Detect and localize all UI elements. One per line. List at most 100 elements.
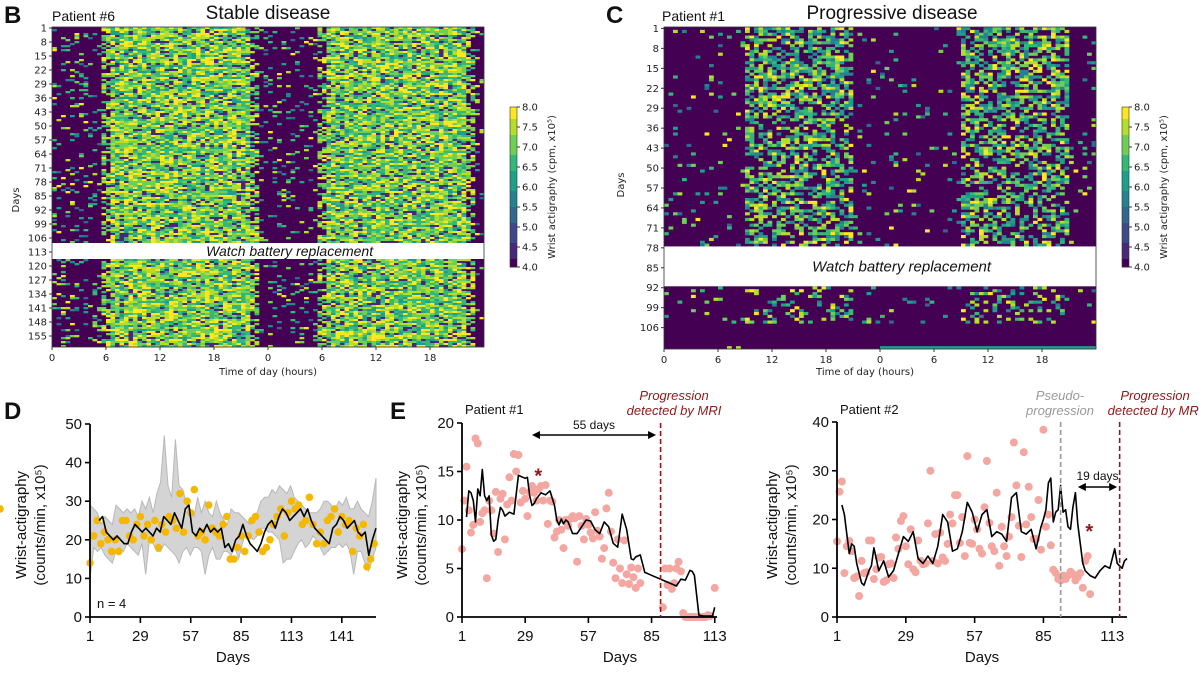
heatmap-cell <box>457 65 462 68</box>
heatmap-cell <box>425 79 431 82</box>
heatmap-cell <box>155 71 161 74</box>
heatmap-cell <box>182 33 188 36</box>
heatmap-cell <box>394 91 399 94</box>
heatmap-cell <box>124 87 129 90</box>
heatmap-cell <box>389 157 395 160</box>
heatmap-cell <box>214 39 219 42</box>
heatmap-cell <box>434 47 440 50</box>
heatmap-cell <box>83 85 89 88</box>
heatmap-cell <box>371 93 377 96</box>
heatmap-cell <box>416 51 422 54</box>
heatmap-cell <box>421 149 426 152</box>
heatmap-cell <box>398 85 404 88</box>
heatmap-cell <box>160 135 165 138</box>
heatmap-cell <box>142 167 147 170</box>
heatmap-cell <box>227 151 233 154</box>
heatmap-cell <box>155 63 161 66</box>
heatmap-cell <box>232 143 237 146</box>
heatmap-cell <box>101 157 107 160</box>
heatmap-cell <box>358 149 363 152</box>
heatmap-cell <box>389 51 395 54</box>
heatmap-cell <box>331 107 336 110</box>
heatmap-cell <box>155 105 161 108</box>
heatmap-cell <box>124 147 129 150</box>
heatmap-cell <box>101 29 107 32</box>
heatmap-cell <box>349 39 354 42</box>
heatmap-cell <box>214 109 219 112</box>
heatmap-cell <box>119 113 125 116</box>
heatmap-cell <box>173 33 179 36</box>
heatmap-cell <box>407 29 413 32</box>
heatmap-cell <box>380 59 386 62</box>
heatmap-cell <box>232 103 237 106</box>
heatmap-cell <box>137 107 143 110</box>
heatmap-cell <box>232 81 237 84</box>
heatmap-cell <box>439 63 444 66</box>
heatmap-cell <box>218 45 224 48</box>
heatmap-cell <box>119 97 125 100</box>
heatmap-cell <box>223 55 228 58</box>
heatmap-cell <box>362 105 368 108</box>
heatmap-cell <box>367 143 372 146</box>
heatmap-cell <box>434 101 440 104</box>
heatmap-cell <box>200 35 206 38</box>
heatmap-cell <box>448 61 453 64</box>
heatmap-cell <box>421 63 426 66</box>
heatmap-cell <box>218 115 224 118</box>
heatmap-cell <box>403 91 408 94</box>
heatmap-cell <box>196 43 201 46</box>
heatmap-cell <box>425 87 431 90</box>
heatmap-cell <box>155 41 161 44</box>
heatmap-cell <box>412 81 417 84</box>
heatmap-cell <box>353 69 359 72</box>
heatmap-cell <box>155 99 161 102</box>
heatmap-cell <box>398 59 404 62</box>
heatmap-cell <box>367 95 372 98</box>
heatmap-cell <box>254 91 260 94</box>
heatmap-cell <box>232 135 237 138</box>
heatmap-cell <box>389 127 395 130</box>
heatmap-cell <box>457 129 462 132</box>
heatmap-cell <box>133 109 138 112</box>
heatmap-cell <box>196 109 201 112</box>
heatmap-cell <box>412 27 417 30</box>
heatmap-cell <box>349 93 354 96</box>
heatmap-cell <box>479 129 485 132</box>
heatmap-cell <box>115 89 120 92</box>
heatmap-cell <box>394 47 399 50</box>
heatmap-cell <box>169 159 174 162</box>
heatmap-cell <box>331 117 336 120</box>
heatmap-cell <box>434 157 440 160</box>
heatmap-cell <box>128 45 134 48</box>
heatmap-cell <box>457 107 462 110</box>
heatmap-cell <box>119 129 125 132</box>
heatmap-cell <box>241 43 246 46</box>
heatmap-cell <box>322 139 327 142</box>
heatmap-cell <box>241 77 246 80</box>
heatmap-cell <box>434 149 440 152</box>
heatmap-cell <box>353 53 359 56</box>
heatmap-cell <box>151 149 156 152</box>
heatmap-cell <box>407 137 413 140</box>
heatmap-cell <box>367 97 372 100</box>
heatmap-cell <box>394 69 399 72</box>
heatmap-cell <box>200 97 206 100</box>
heatmap-cell <box>106 137 111 140</box>
heatmap-cell <box>461 81 467 84</box>
heatmap-cell <box>245 71 251 74</box>
heatmap-cell <box>430 169 435 172</box>
heatmap-cell <box>317 45 323 48</box>
heatmap-cell <box>416 41 422 44</box>
heatmap-cell <box>407 63 413 66</box>
heatmap-cell <box>353 73 359 76</box>
heatmap-cell <box>389 79 395 82</box>
heatmap-cell <box>448 129 453 132</box>
heatmap-cell <box>223 27 228 30</box>
heatmap-cell <box>146 101 152 104</box>
heatmap-cell <box>389 113 395 116</box>
heatmap-cell <box>182 139 188 142</box>
heatmap-cell <box>250 141 255 144</box>
heatmap-cell <box>191 157 197 160</box>
heatmap-cell <box>416 133 422 136</box>
heatmap-cell <box>335 125 341 128</box>
